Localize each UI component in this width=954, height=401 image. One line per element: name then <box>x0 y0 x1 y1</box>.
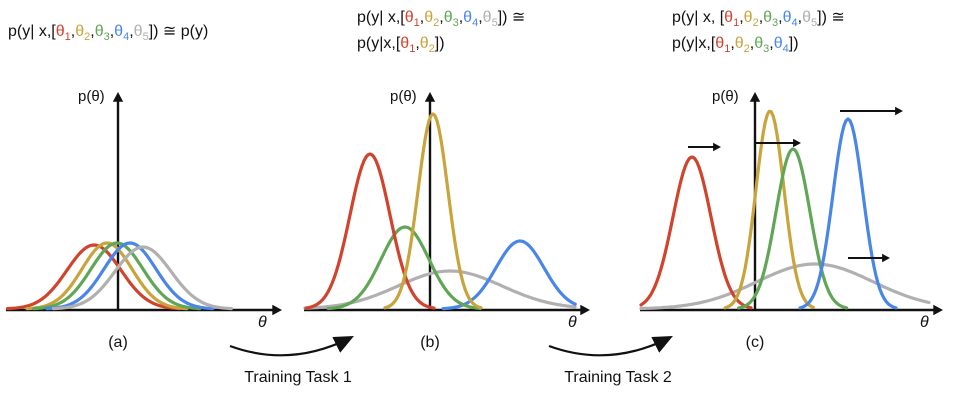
training-task-1-arrow <box>229 336 354 357</box>
panel-b-plot <box>303 92 590 316</box>
y-axis-label-b: p(θ) <box>390 88 417 105</box>
caption-a: (a) <box>108 334 128 351</box>
y-axis-label-a: p(θ) <box>78 88 105 105</box>
caption-b: (b) <box>420 334 440 351</box>
formula-line: p(y| x,[θ1,θ2,θ3,θ4,θ5]) ≅ p(y) <box>8 23 209 44</box>
formula-line: p(y| x, [θ1,θ2,θ3,θ4,θ5]) ≅ <box>672 9 845 30</box>
x-axis-label-b: θ <box>568 314 577 331</box>
formula-line: p(y|x,[θ1,θ2]) <box>357 35 445 56</box>
formula-panel-a: p(y| x,[θ1,θ2,θ3,θ4,θ5]) ≅ p(y) <box>8 20 208 46</box>
panel-c-plot <box>639 92 943 316</box>
training-task-2-label: Training Task 2 <box>564 369 672 386</box>
panel-a-plot <box>6 92 282 316</box>
formula-line: p(y|x,[θ1,θ2,θ3,θ4]) <box>672 35 799 56</box>
caption-c: (c) <box>745 334 765 351</box>
x-axis-label-c: θ <box>920 314 929 331</box>
training-task-2-arrow <box>548 336 673 357</box>
x-axis-label-a: θ <box>258 314 267 331</box>
formula-line: p(y| x,[θ1,θ2,θ3,θ4,θ5]) ≅ <box>357 9 526 30</box>
formula-panel-c: p(y| x, [θ1,θ2,θ3,θ4,θ5]) ≅ p(y|x,[θ1,θ2… <box>672 6 845 58</box>
training-task-1-label: Training Task 1 <box>244 369 352 386</box>
formula-panel-b: p(y| x,[θ1,θ2,θ3,θ4,θ5]) ≅ p(y|x,[θ1,θ2]… <box>357 6 525 58</box>
y-axis-label-c: p(θ) <box>712 88 739 105</box>
